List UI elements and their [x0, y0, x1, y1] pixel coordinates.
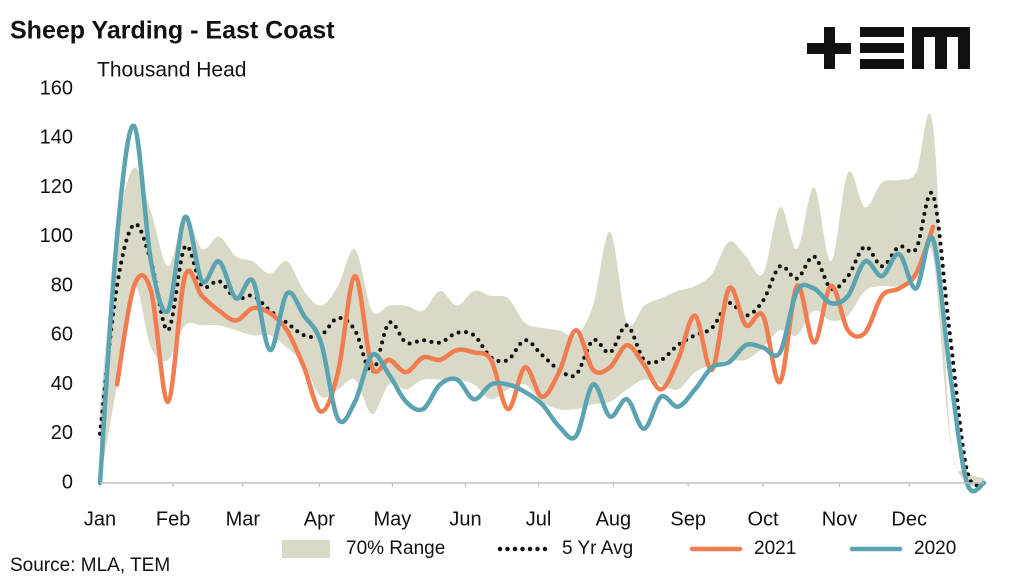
x-tick-label: Mar: [226, 508, 261, 530]
source-note: Source: MLA, TEM: [10, 555, 170, 576]
y-tick-label: 20: [51, 422, 73, 444]
y-tick-label: 80: [51, 274, 73, 296]
x-tick-label: Sep: [670, 508, 706, 530]
legend-swatch: [282, 540, 330, 558]
legend-label: 70% Range: [346, 538, 445, 559]
x-tick-label: Feb: [156, 508, 190, 530]
y-tick-label: 0: [62, 471, 73, 493]
x-tick-label: Nov: [822, 508, 858, 530]
x-tick-label: Jul: [526, 508, 552, 530]
y-tick-label: 60: [51, 324, 73, 346]
x-tick-label: Oct: [747, 508, 779, 530]
y-tick-label: 120: [40, 176, 73, 198]
chart-title: Sheep Yarding - East Coast: [10, 17, 335, 45]
y-tick-label: 100: [40, 225, 73, 247]
series-line: [97, 123, 987, 494]
chart-subtitle: Thousand Head: [97, 59, 246, 82]
x-tick-label: Aug: [596, 508, 632, 530]
legend-label: 2021: [754, 538, 796, 559]
legend-label: 5 Yr Avg: [562, 538, 633, 559]
x-tick-label: Apr: [304, 508, 335, 530]
y-tick-label: 160: [40, 77, 73, 99]
x-tick-label: May: [374, 508, 412, 530]
legend-label: 2020: [914, 538, 956, 559]
x-tick-label: Dec: [891, 508, 927, 530]
logo: [807, 27, 970, 69]
y-tick-label: 140: [40, 127, 73, 149]
range-band: [100, 113, 984, 487]
x-tick-label: Jan: [84, 508, 116, 530]
x-tick-label: Jun: [449, 508, 481, 530]
y-tick-label: 40: [51, 373, 73, 395]
